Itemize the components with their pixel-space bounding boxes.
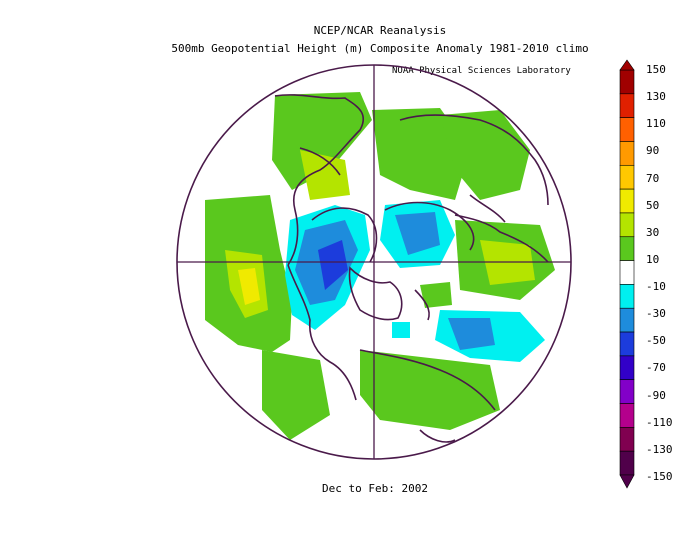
time-period: Dec to Feb: 2002 [322, 482, 428, 495]
colorbar-cell [619, 164, 635, 190]
colorbar-cell [619, 403, 635, 428]
colorbar-cell [619, 331, 635, 357]
colorbar-tick-label: 30 [646, 225, 660, 239]
colorbar-cell [619, 93, 635, 118]
graticule [177, 65, 571, 459]
chart-title: NCEP/NCAR Reanalysis [313, 24, 447, 37]
coastlines [274, 94, 549, 443]
colorbar-cell [619, 260, 635, 285]
colorbar-cell [619, 355, 635, 381]
chart-subtitle: 500mb Geopotential Height (m) Composite … [171, 42, 589, 55]
colorbar-cell [619, 212, 635, 238]
colorbar-tick-label: 110 [646, 117, 666, 131]
positive-anomaly-regions [205, 92, 555, 440]
colorbar-tick-label: -30 [646, 307, 666, 321]
colorbar-cell [619, 188, 635, 214]
colorbar-cell [619, 284, 635, 309]
colorbar-cell [619, 236, 635, 261]
colorbar-cell [619, 141, 635, 166]
colorbar-arrow-top [619, 59, 635, 71]
colorbar-tick-label: 10 [646, 252, 660, 266]
colorbar-tick-label: -130 [646, 442, 673, 456]
colorbar-tick-label: 70 [646, 171, 660, 185]
colorbar-tick-label: -90 [646, 388, 666, 402]
colorbar-tick-label: -70 [646, 361, 666, 375]
colorbar-cell [619, 379, 635, 404]
colorbar-tick-label: 150 [646, 63, 666, 76]
colorbar-tick-label: -110 [646, 415, 673, 429]
colorbar-tick-label: 90 [646, 144, 660, 158]
colorbar-tick-label: -10 [646, 280, 666, 294]
colorbar-cell [619, 307, 635, 333]
colorbar-cell [619, 450, 635, 476]
colorbar-tick-label: 130 [646, 90, 666, 104]
map-boundary [176, 64, 572, 460]
lab-credit: NOAA Physical Sciences Laboratory [392, 66, 571, 76]
colorbar-tick-label: -150 [646, 470, 673, 483]
colorbar-cell [619, 427, 635, 452]
colorbar-cell [619, 69, 635, 95]
colorbar-cell [619, 117, 635, 142]
colorbar-tick-label: 50 [646, 198, 660, 212]
colorbar-arrow-bottom [619, 474, 635, 489]
colorbar-tick-label: -50 [646, 334, 666, 348]
